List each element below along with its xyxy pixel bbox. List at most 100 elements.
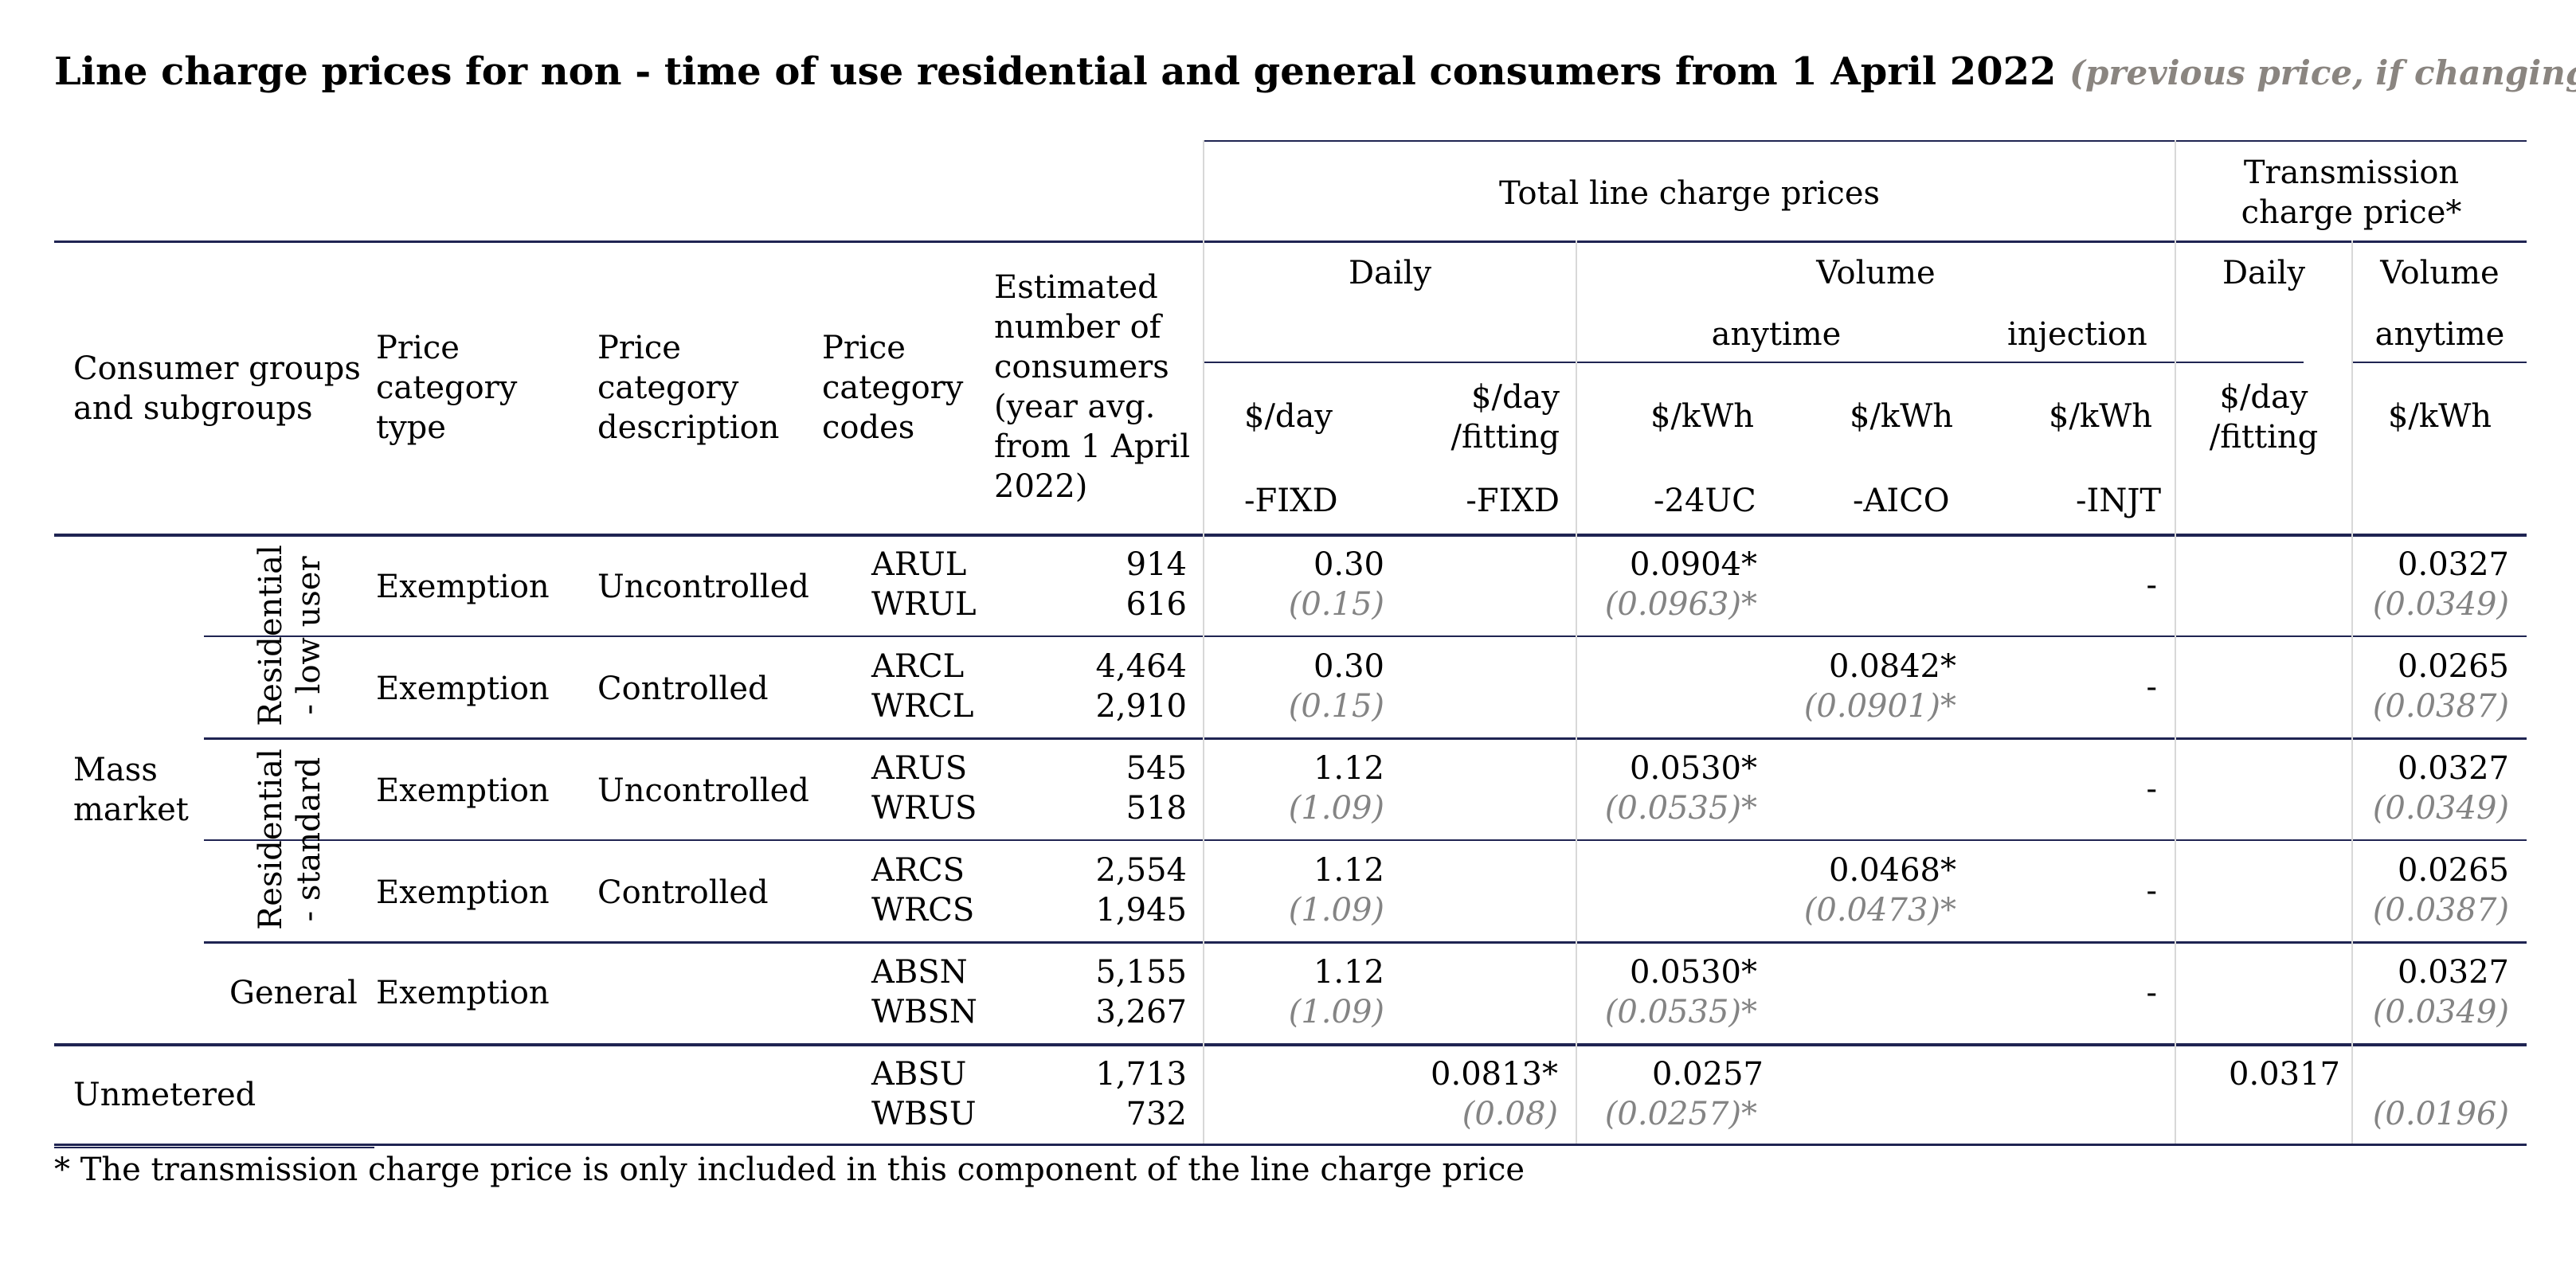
- group-residential-standard-2: - standard: [291, 757, 327, 922]
- row-type: Exemption: [376, 772, 550, 809]
- header-transmission-1: Transmission: [2243, 154, 2460, 191]
- vline-transmission: [2175, 140, 2176, 1144]
- row-tx-volume-prev: (0.0349): [2372, 994, 2509, 1030]
- header-desc-2: category: [597, 370, 739, 406]
- row-aico: 0.0468*: [1829, 852, 1956, 889]
- header-tx-anytime: anytime: [2374, 316, 2505, 353]
- row-daily: 0.30: [1313, 648, 1384, 685]
- header-codes-3: codes: [822, 409, 915, 446]
- header-transmission-2: charge price*: [2241, 194, 2462, 231]
- header-codes-2: category: [822, 370, 964, 406]
- row-tx-volume: 0.0327: [2398, 750, 2509, 787]
- group-residential-low-user: Residential - low user: [252, 545, 328, 726]
- header-type-3: type: [376, 409, 446, 446]
- row-daily: 1.12: [1313, 954, 1384, 991]
- row-daily-fitting: 0.0813*: [1431, 1056, 1558, 1093]
- rule-header-top: [1204, 140, 2527, 142]
- header-injection: injection: [2007, 316, 2147, 353]
- header-tx-daily: Daily: [2222, 255, 2306, 291]
- row-24uc: 0.0257: [1652, 1056, 1764, 1093]
- rule-daily-volume: [1204, 362, 2304, 363]
- row-daily: 0.30: [1313, 546, 1384, 583]
- row-type: Exemption: [376, 874, 550, 911]
- row-consumers: 3,267: [1095, 994, 1187, 1030]
- rule-row3: [204, 839, 2527, 841]
- header-consumers-2: number of: [994, 309, 1161, 346]
- row-tx-volume-prev: (0.0387): [2372, 688, 2509, 725]
- row-injt: -: [2146, 567, 2157, 604]
- rule-anytime-sub: [2351, 362, 2527, 363]
- row-injt: -: [2146, 771, 2157, 807]
- row-daily-prev: (0.15): [1288, 586, 1384, 623]
- group-general: General: [229, 975, 358, 1011]
- row-injt: -: [2146, 669, 2157, 706]
- row-tx-volume-prev: (0.0349): [2372, 586, 2509, 623]
- unit-tx-daily-2: /fitting: [2209, 419, 2319, 456]
- group-mass-market-2: market: [73, 792, 189, 828]
- header-consumer-groups-2: and subgroups: [73, 390, 313, 427]
- row-24uc-prev: (0.0535)*: [1604, 790, 1757, 827]
- title-text: Line charge prices for non - time of use…: [54, 49, 2057, 94]
- group-mass-market-1: Mass: [73, 752, 158, 788]
- row-code: WBSU: [871, 1096, 977, 1132]
- row-daily: 1.12: [1313, 852, 1384, 889]
- row-consumers: 545: [1126, 750, 1187, 787]
- row-type: Exemption: [376, 671, 550, 707]
- row-24uc: 0.0530*: [1630, 954, 1757, 991]
- row-type: Exemption: [376, 569, 550, 605]
- unit-injt: $/kWh: [2049, 398, 2153, 435]
- row-code: WRUL: [871, 586, 977, 623]
- row-consumers: 914: [1126, 546, 1187, 583]
- row-injt: -: [2146, 873, 2157, 909]
- row-daily-prev: (1.09): [1288, 790, 1384, 827]
- row-24uc-prev: (0.0535)*: [1604, 994, 1757, 1030]
- row-description: Uncontrolled: [597, 772, 809, 809]
- row-aico: 0.0842*: [1829, 648, 1956, 685]
- row-consumers: 1,713: [1095, 1056, 1187, 1093]
- header-desc-3: description: [597, 409, 780, 446]
- row-description: Controlled: [597, 671, 769, 707]
- row-tx-volume-prev: (0.0349): [2372, 790, 2509, 827]
- suffix-24uc: -24UC: [1654, 483, 1756, 519]
- row-consumers: 518: [1126, 790, 1187, 827]
- header-consumer-groups-1: Consumer groups: [73, 350, 361, 387]
- header-daily: Daily: [1348, 255, 1432, 291]
- group-residential-standard-1: Residential: [253, 749, 289, 930]
- row-code: ARUL: [871, 546, 967, 583]
- group-unmetered: Unmetered: [73, 1077, 256, 1113]
- rule-header-bottom: [54, 534, 2527, 537]
- row-consumers: 2,554: [1095, 852, 1187, 889]
- row-code: WRUS: [871, 790, 977, 827]
- suffix-daily: -FIXD: [1244, 483, 1338, 519]
- unit-24uc: $/kWh: [1650, 398, 1755, 435]
- row-daily-prev: (1.09): [1288, 994, 1384, 1030]
- row-consumers: 732: [1126, 1096, 1187, 1132]
- row-daily-fitting-prev: (0.08): [1462, 1096, 1558, 1132]
- row-injt: -: [2146, 975, 2157, 1011]
- row-description: Uncontrolled: [597, 569, 809, 605]
- rule-header-mid: [54, 240, 2527, 243]
- row-aico-prev: (0.0901)*: [1803, 688, 1956, 725]
- page-title: Line charge prices for non - time of use…: [54, 49, 2576, 94]
- row-tx-volume: 0.0265: [2398, 648, 2509, 685]
- title-note: (previous price, if changing): [2069, 53, 2576, 92]
- row-consumers: 4,464: [1095, 648, 1187, 685]
- row-code: ABSN: [871, 954, 968, 991]
- header-anytime: anytime: [1711, 316, 1842, 353]
- row-code: WRCS: [871, 892, 975, 929]
- unit-daily-fitting-2: /fitting: [1450, 419, 1560, 456]
- row-code: ARCS: [871, 852, 965, 889]
- group-residential-low-user-1: Residential: [253, 545, 289, 726]
- header-consumers-1: Estimated: [994, 269, 1158, 306]
- header-desc-1: Price: [597, 330, 681, 366]
- unit-tx-daily-1: $/day: [2219, 379, 2308, 416]
- suffix-daily-fitting: -FIXD: [1466, 483, 1560, 519]
- row-code: ARCL: [871, 648, 965, 685]
- vline-total-start: [1203, 140, 1204, 1144]
- row-description: Controlled: [597, 874, 769, 911]
- vline-daily-volume: [1576, 240, 1577, 1144]
- row-consumers: 1,945: [1095, 892, 1187, 929]
- suffix-aico: -AICO: [1853, 483, 1950, 519]
- header-tx-volume: Volume: [2380, 255, 2500, 291]
- row-tx-daily: 0.0317: [2229, 1056, 2340, 1093]
